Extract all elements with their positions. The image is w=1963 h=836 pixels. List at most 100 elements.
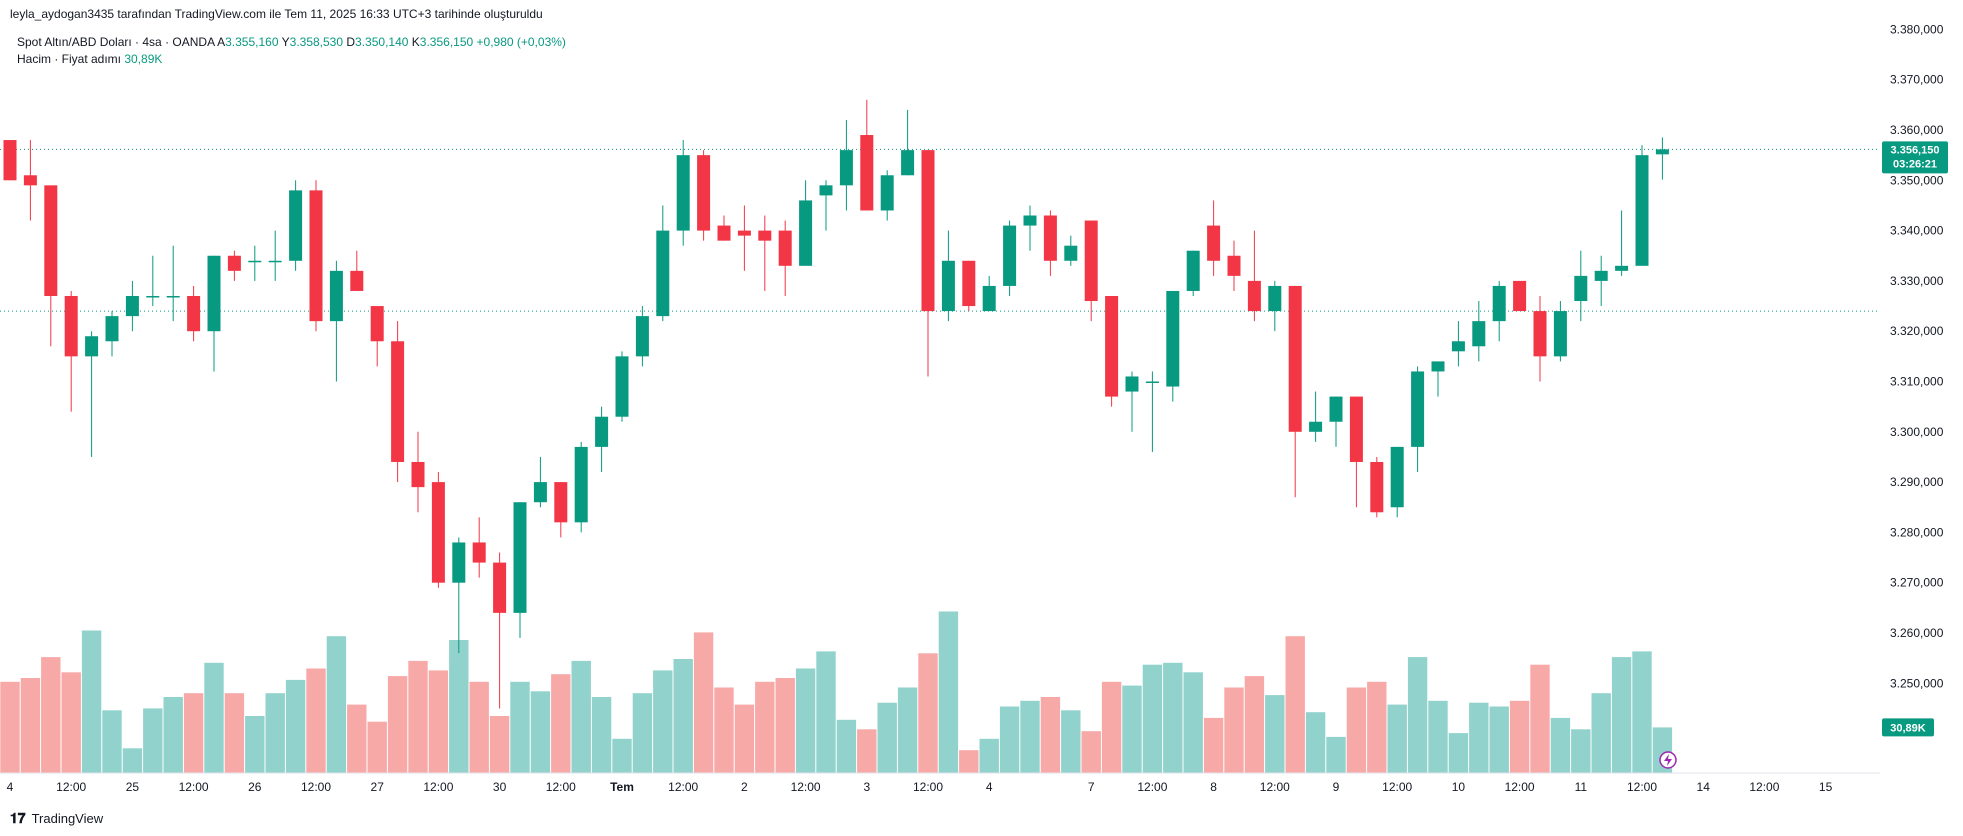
- time-tick-label: 12:00: [546, 780, 576, 794]
- candle-body: [1533, 311, 1547, 357]
- chart-legend: Spot Altın/ABD Doları · 4sa · OANDA A3.3…: [17, 34, 566, 68]
- volume-bar: [122, 748, 143, 773]
- change-value: +0,980 (+0,03%): [476, 35, 566, 49]
- price-tick-label: 3.260,000: [1890, 626, 1944, 640]
- volume-bar: [530, 691, 551, 773]
- candle-body: [1329, 396, 1343, 422]
- time-tick-label: 11: [1575, 780, 1588, 794]
- candle-body: [1227, 255, 1241, 276]
- volume-bar: [265, 693, 285, 773]
- volume-bar: [1305, 712, 1326, 773]
- volume-bar: [1428, 700, 1448, 773]
- volume-bar: [1040, 697, 1061, 773]
- candle-body: [533, 482, 547, 503]
- candle-body: [1084, 220, 1098, 302]
- symbol-label[interactable]: Spot Altın/ABD Doları · 4sa · OANDA: [17, 35, 215, 49]
- volume-bar: [591, 697, 612, 773]
- volume-bar: [510, 681, 530, 773]
- chart-watermark: leyla_aydogan3435 tarafından TradingView…: [10, 7, 543, 21]
- volume-bar: [836, 719, 857, 773]
- volume-bar: [1203, 717, 1224, 773]
- candle-body: [166, 295, 180, 298]
- time-tick-label: 8: [1210, 780, 1217, 794]
- volume-label[interactable]: Hacim · Fiyat adımı: [17, 52, 122, 66]
- volume-bar: [41, 657, 61, 773]
- candle-body: [1472, 321, 1486, 347]
- volume-bar: [857, 729, 877, 773]
- candle-body: [1431, 361, 1445, 372]
- volume-bar: [1081, 731, 1101, 773]
- price-tick-label: 3.320,000: [1890, 324, 1944, 338]
- reference-lines: [0, 148, 1880, 312]
- volume-bar: [183, 693, 204, 773]
- candle-body: [1125, 376, 1139, 392]
- volume-bar: [204, 662, 224, 773]
- volume-bar: [775, 678, 795, 773]
- footer-brand: TradingView: [31, 811, 104, 826]
- volume-bar: [693, 632, 714, 773]
- price-tick-label: 3.300,000: [1890, 425, 1944, 439]
- volume-bar: [81, 630, 102, 773]
- candle-body: [513, 502, 527, 613]
- volume-bar: [449, 640, 469, 773]
- candle-body: [370, 306, 384, 342]
- volume-bar: [612, 738, 632, 773]
- time-tick-label: 14: [1697, 780, 1711, 794]
- last-price-badge: [1882, 141, 1948, 174]
- time-tick-label: 10: [1452, 780, 1466, 794]
- volume-bar: [1020, 700, 1040, 773]
- volume-value: 30,89K: [124, 52, 163, 66]
- volume-bar: [1550, 717, 1571, 773]
- price-tick-label: 3.270,000: [1890, 576, 1944, 590]
- candle-body: [1411, 371, 1425, 447]
- candle-body: [962, 260, 976, 307]
- tradingview-logo-icon: 𝟏𝟕: [10, 810, 26, 826]
- volume-bar: [1122, 685, 1142, 773]
- ohlc-row: Spot Altın/ABD Doları · 4sa · OANDA A3.3…: [17, 34, 566, 51]
- candle-body: [431, 482, 445, 583]
- candle-body: [819, 185, 833, 196]
- time-tick-label: 12:00: [1505, 780, 1535, 794]
- candle-body: [799, 200, 813, 266]
- candle-body: [574, 446, 588, 523]
- price-tick-label: 3.340,000: [1890, 224, 1944, 238]
- lightning-icon[interactable]: [1659, 751, 1677, 769]
- volume-bar: [0, 681, 20, 773]
- candle-body: [778, 230, 792, 266]
- volume-bar: [918, 653, 938, 773]
- time-axis[interactable]: 4 12:00 25 12:00 26 12:00 27 12:00 30 12:00 Tem 12:…: [0, 772, 1880, 794]
- time-tick-label: 3: [863, 780, 870, 794]
- candles: [3, 99, 1669, 709]
- price-tick-label: 3.250,000: [1890, 676, 1944, 690]
- candle-body: [105, 316, 119, 342]
- volume-bar: [20, 678, 41, 773]
- candle-body: [493, 562, 507, 613]
- candle-body: [758, 230, 772, 241]
- candle-body: [1635, 155, 1649, 266]
- volume-badge-text: 30,89K: [1890, 722, 1926, 734]
- candle-body: [901, 150, 915, 176]
- volume-bar: [1326, 736, 1346, 773]
- volume-bar: [979, 738, 999, 773]
- time-tick-label: 12:00: [179, 780, 209, 794]
- price-tick-label: 3.350,000: [1890, 173, 1944, 187]
- candle-body: [125, 295, 139, 317]
- volume-bar: [1142, 664, 1163, 773]
- candle-body: [860, 135, 874, 211]
- volume-bar: [408, 660, 428, 773]
- candle-body: [1105, 295, 1119, 397]
- price-axis[interactable]: 3.380,000 3.370,000 3.360,000 3.350,000 3.34…: [1890, 22, 1944, 690]
- low-label: D: [346, 35, 356, 49]
- volume-bar: [1367, 681, 1387, 773]
- volume-bar: [1407, 657, 1428, 773]
- candle-body: [1390, 446, 1404, 508]
- candle-body: [1615, 265, 1629, 271]
- volume-bar: [714, 687, 734, 773]
- time-tick-label: 12:00: [668, 780, 698, 794]
- candle-body: [1166, 290, 1180, 387]
- candle-body: [411, 461, 425, 488]
- candle-body: [248, 260, 262, 263]
- volume-bar: [428, 670, 449, 773]
- candle-body: [146, 295, 160, 298]
